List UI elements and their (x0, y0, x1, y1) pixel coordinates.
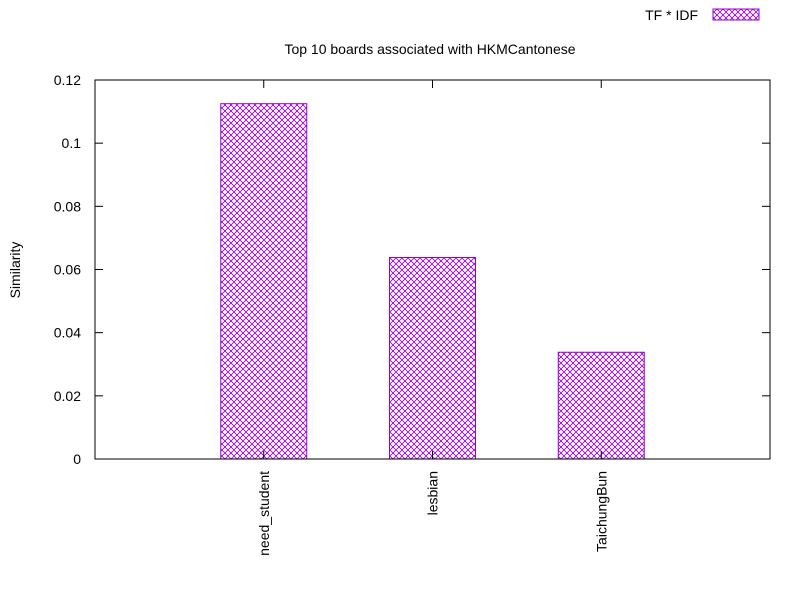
y-axis-label: Similarity (7, 242, 23, 299)
bar-need_student (220, 103, 308, 460)
y-tick-label: 0.04 (54, 325, 81, 341)
legend-swatch (712, 8, 760, 21)
legend: TF * IDF (645, 7, 760, 23)
x-axis-ticks: need_student lesbian TaichungBun (256, 80, 609, 556)
y-tick-label: 0.02 (54, 388, 81, 404)
y-tick-label: 0.12 (54, 72, 81, 88)
bars (220, 103, 645, 460)
bar-lesbian (389, 256, 476, 460)
legend-label: TF * IDF (645, 7, 698, 23)
y-axis-ticks: 0 0.02 0.04 0.06 0.08 0.1 0.12 (54, 72, 770, 467)
x-tick-label: need_student (256, 471, 272, 556)
x-tick-label: lesbian (425, 471, 441, 515)
plot-frame (94, 79, 771, 460)
bar-TaichungBun (557, 351, 645, 460)
chart-title: Top 10 boards associated with HKMCantone… (284, 41, 575, 57)
y-tick-label: 0 (73, 451, 81, 467)
y-tick-label: 0.06 (54, 262, 81, 278)
x-tick-label: TaichungBun (593, 471, 609, 552)
y-tick-label: 0.1 (62, 135, 82, 151)
y-tick-label: 0.08 (54, 198, 81, 214)
